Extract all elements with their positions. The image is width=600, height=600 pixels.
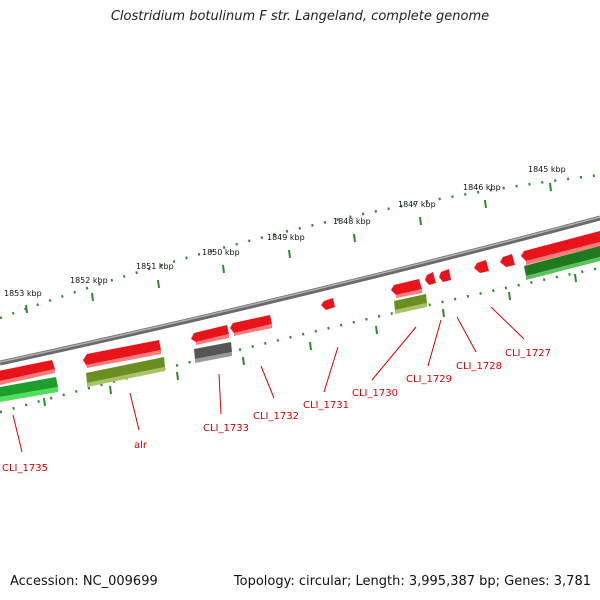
gene-arrow: [474, 260, 489, 273]
gene-label-alr: alr: [134, 440, 148, 451]
gene-arrow: [196, 334, 229, 345]
outer-scale-ruler: [0, 173, 600, 320]
reverse-strand-genes: [0, 246, 600, 402]
gene-arrow: [521, 231, 600, 261]
inner-scale-ruler: [0, 266, 600, 414]
scale-label: 1847 kbp: [398, 200, 436, 209]
scale-label: 1845 kbp: [528, 165, 566, 174]
scale-label: 1848 kbp: [333, 217, 371, 226]
gene-label-cli-1731: CLI_1731: [303, 400, 349, 411]
scale-label: 1851 kbp: [136, 262, 174, 271]
gene-arrow: [83, 340, 161, 365]
gene-arrow: [0, 360, 55, 381]
gene-label-cli-1735: CLI_1735: [2, 463, 48, 474]
scale-label: 1846 kbp: [463, 183, 501, 192]
chromosome-backbone: [0, 215, 600, 366]
gene-bar: [395, 303, 427, 314]
outer-major-ticks: [25, 182, 552, 314]
gene-bar: [87, 367, 165, 387]
gene-bar: [394, 294, 427, 310]
gene-bar: [194, 342, 232, 359]
chromosome-backbone-highlight: [0, 216, 600, 363]
gene-bar: [526, 257, 600, 280]
gene-arrow: [191, 325, 229, 342]
gene-arrow: [391, 279, 422, 295]
gene-bar: [524, 246, 600, 276]
gene-arrow: [230, 315, 272, 333]
gene-label-cli-1730: CLI_1730: [352, 388, 398, 399]
gene-arrow: [439, 269, 451, 282]
gene-label-cli-1728: CLI_1728: [456, 361, 502, 372]
scale-label: 1850 kbp: [202, 248, 240, 257]
gene-label-cli-1732: CLI_1732: [253, 411, 299, 422]
inner-major-ticks: [43, 273, 577, 407]
scale-label: 1849 kbp: [267, 233, 305, 242]
gene-arrow: [500, 254, 515, 267]
gene-arrow: [396, 289, 422, 298]
gene-arrow: [234, 324, 272, 336]
label-leaders: [12, 306, 525, 453]
gene-arrow: [0, 369, 55, 385]
genome-summary-text: Topology: circular; Length: 3,995,387 bp…: [233, 574, 591, 589]
genome-title: Clostridium botulinum F str. Langeland, …: [110, 9, 490, 24]
gene-bar: [86, 357, 165, 383]
scale-label: 1853 kbp: [4, 289, 42, 298]
scale-label: 1852 kbp: [70, 276, 108, 285]
gene-arrow: [86, 350, 161, 368]
gene-bar: [0, 377, 58, 397]
gene-arrow: [321, 298, 335, 310]
gene-label-cli-1727: CLI_1727: [505, 348, 551, 359]
gene-bar: [0, 387, 58, 402]
gene-arrow: [425, 272, 436, 285]
gene-arrow: [526, 242, 600, 265]
gene-label-cli-1733: CLI_1733: [203, 423, 249, 434]
gene-label-cli-1729: CLI_1729: [406, 374, 452, 385]
gene-bar: [195, 352, 232, 363]
forward-strand-genes: [0, 231, 600, 385]
accession-text: Accession: NC_009699: [10, 574, 158, 589]
